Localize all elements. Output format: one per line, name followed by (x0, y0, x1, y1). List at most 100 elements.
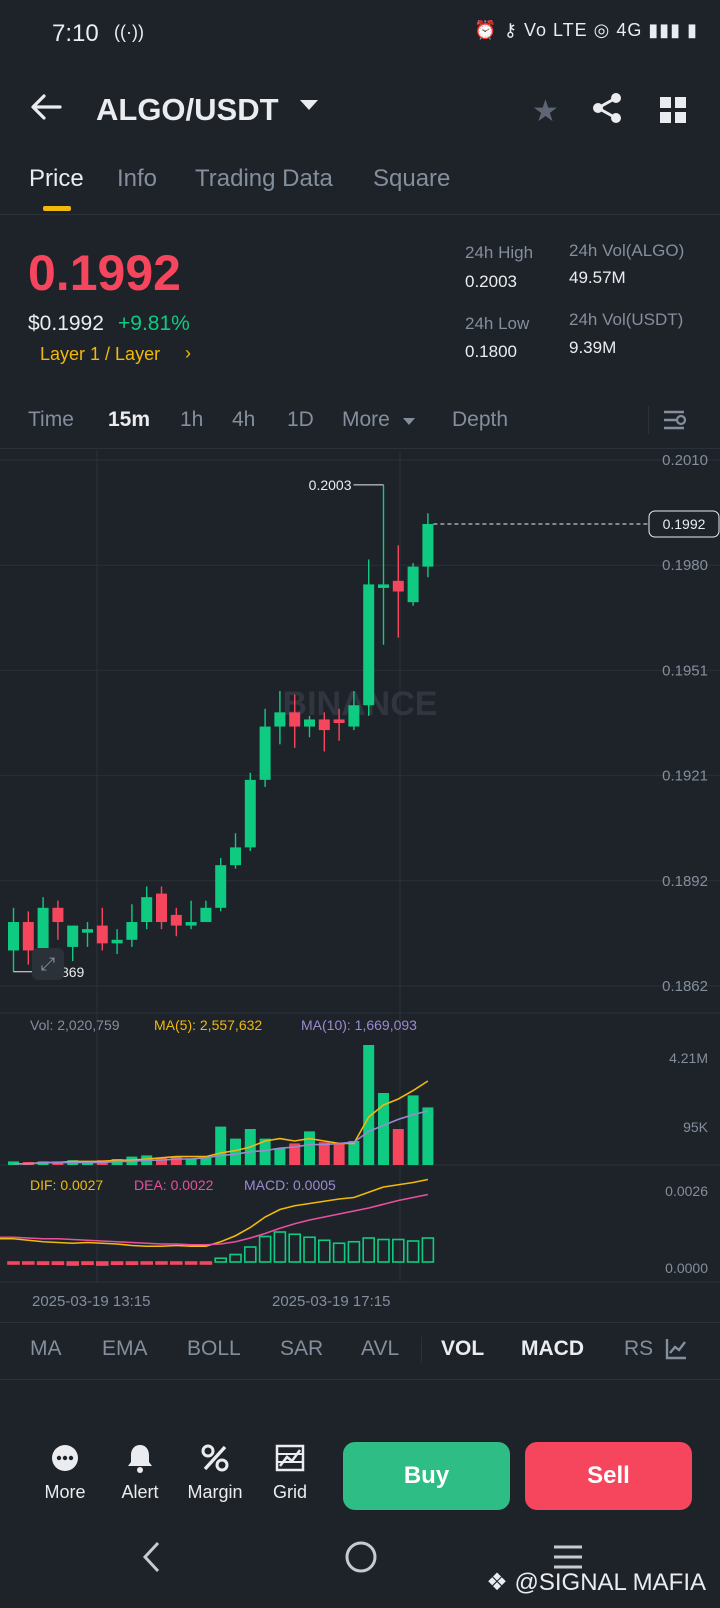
indicator-avl[interactable]: AVL (361, 1337, 400, 1360)
tab-price[interactable]: Price (29, 165, 84, 192)
buy-button[interactable]: Buy (343, 1442, 510, 1510)
indicator-rsi[interactable]: RSI (624, 1337, 660, 1360)
volume-bar (378, 1093, 389, 1165)
ma10-line (13, 1110, 429, 1165)
vol-algo-value: 49.57M (569, 268, 626, 287)
date-label-right: 2025-03-19 17:15 (272, 1293, 390, 1310)
indicator-ema[interactable]: EMA (102, 1337, 148, 1360)
top-tabs: Price Info Trading Data Square (0, 160, 720, 215)
volume-bar (348, 1141, 360, 1165)
macd-hist-bar (273, 1231, 287, 1263)
price-usd: $0.1992 (28, 312, 104, 335)
more-action[interactable]: More (30, 1440, 100, 1503)
candle (378, 584, 389, 588)
margin-action[interactable]: Margin (180, 1440, 250, 1503)
candle (111, 939, 123, 944)
candle (333, 719, 345, 723)
macd-hist-bar (406, 1240, 420, 1263)
candle (318, 719, 330, 731)
macd-hist-bar (229, 1253, 242, 1263)
interval-4h[interactable]: 4h (232, 408, 256, 431)
favorite-star-icon[interactable]: ★ (532, 95, 559, 128)
vol-axis-top: 4.21M (669, 1050, 708, 1066)
candle (67, 925, 79, 947)
price-chart[interactable]: BINANCE 0.20100.19800.19510.19210.18920.… (0, 450, 720, 1322)
candle (244, 779, 256, 848)
interval-more[interactable]: More (342, 408, 390, 431)
pair-selector[interactable]: ALGO/USDT (96, 92, 279, 127)
interval-15m[interactable]: 15m (108, 408, 151, 431)
nav-recents-icon[interactable] (552, 1544, 584, 1575)
divider (421, 1337, 422, 1363)
candle (407, 566, 419, 603)
macd-hist-bar (244, 1246, 257, 1263)
tab-info[interactable]: Info (117, 165, 158, 192)
volume-bar (318, 1142, 330, 1165)
candle (156, 893, 167, 923)
indicator-settings-icon[interactable] (664, 1337, 688, 1366)
nav-home-icon[interactable] (344, 1540, 378, 1579)
grid-action[interactable]: Grid (255, 1440, 325, 1503)
macd-hist-bar (21, 1261, 35, 1265)
interval-time[interactable]: Time (28, 408, 74, 431)
chevron-right-icon[interactable]: › (185, 343, 191, 363)
high-label: 24h High (465, 243, 534, 262)
tab-square[interactable]: Square (373, 165, 451, 192)
indicator-vol[interactable]: VOL (441, 1337, 485, 1360)
indicator-macd[interactable]: MACD (521, 1337, 584, 1360)
status-bar: 7:10 ((·)) ⏰ ⚷ Vo LTE ◎ 4G ▮▮▮ ▮ (0, 0, 720, 70)
macd-axis-bottom: 0.0000 (665, 1260, 708, 1276)
macd-hist-bar (421, 1237, 435, 1263)
macd-hist-bar (96, 1261, 109, 1266)
interval-1h[interactable]: 1h (180, 408, 204, 431)
candle (274, 712, 286, 727)
candle (200, 907, 212, 923)
y-tick-label: 0.1951 (662, 662, 708, 679)
candle (22, 922, 34, 951)
macd-hist-bar (303, 1236, 316, 1263)
candle (185, 922, 197, 926)
tab-trading-data[interactable]: Trading Data (195, 165, 333, 192)
more-caret-icon[interactable] (403, 418, 415, 425)
expand-icon[interactable]: ⤢ (32, 948, 64, 980)
back-button[interactable] (30, 92, 62, 131)
macd-hist-bar (332, 1242, 346, 1263)
bell-icon (128, 1445, 152, 1473)
volume-bar (230, 1138, 241, 1165)
date-label-left: 2025-03-19 13:15 (32, 1293, 150, 1310)
interval-1d[interactable]: 1D (287, 408, 314, 431)
layout-grid-icon[interactable] (660, 97, 686, 128)
macd-hist-bar (377, 1238, 390, 1263)
share-icon[interactable] (592, 92, 622, 129)
more-dots-icon (52, 1445, 78, 1471)
indicator-boll[interactable]: BOLL (187, 1337, 241, 1360)
volume-bar (274, 1148, 286, 1165)
macd-hist-bar (110, 1261, 124, 1266)
volume-bar (200, 1157, 212, 1165)
nav-back-icon[interactable] (140, 1540, 164, 1579)
volume-bar (289, 1143, 301, 1165)
y-tick-label: 0.1921 (662, 768, 708, 785)
candle (8, 922, 19, 951)
chart-watermark: BINANCE (283, 685, 438, 723)
status-time: 7:10 (52, 20, 99, 47)
max-price-label: 0.2003 (309, 477, 352, 493)
chevron-down-icon[interactable] (300, 100, 318, 110)
candle (304, 719, 315, 727)
chart-settings-icon[interactable] (662, 408, 688, 437)
candle (52, 907, 64, 923)
low-value: 0.1800 (465, 342, 517, 361)
category-tag[interactable]: Layer 1 / Layer (40, 344, 161, 364)
indicator-ma[interactable]: MA (30, 1337, 62, 1360)
indicator-sar[interactable]: SAR (280, 1337, 324, 1360)
candle (170, 914, 182, 926)
vol-usdt-value: 9.39M (569, 338, 617, 357)
alert-action[interactable]: Alert (105, 1440, 175, 1503)
macd-hist-bar (391, 1238, 405, 1263)
interval-depth[interactable]: Depth (452, 408, 509, 431)
sell-button[interactable]: Sell (525, 1442, 692, 1510)
y-tick-label: 0.2010 (662, 452, 708, 469)
dea-header: DEA: 0.0022 (134, 1177, 214, 1193)
macd-header: DIF: 0.0027 DEA: 0.0022 MACD: 0.0005 0.0… (30, 1177, 708, 1276)
